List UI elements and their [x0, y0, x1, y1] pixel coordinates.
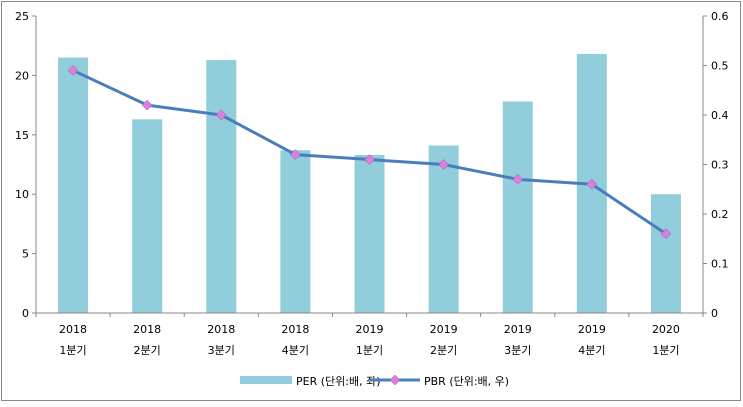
legend: PER (단위:배, 좌) PBR (단위:배, 우) — [240, 374, 509, 388]
x-tick-label-quarter: 1분기 — [652, 344, 679, 357]
x-tick-label-quarter: 2분기 — [430, 344, 457, 357]
pbr-marker — [586, 178, 598, 190]
pbr-marker — [660, 228, 672, 240]
right-tick-label: 0.1 — [711, 258, 729, 271]
left-tick-label: 0 — [22, 307, 29, 320]
legend-per-label: PER (단위:배, 좌) — [296, 375, 381, 388]
left-tick-label: 20 — [15, 69, 29, 82]
x-tick-label-quarter: 1분기 — [356, 344, 383, 357]
per-bar — [58, 57, 89, 313]
legend-per-swatch — [240, 376, 292, 384]
pbr-marker — [141, 99, 153, 111]
pbr-marker — [438, 159, 449, 170]
legend-pbr-marker — [389, 374, 401, 386]
x-tick-label-year: 2019 — [430, 323, 458, 336]
x-tick-label-year: 2019 — [504, 323, 532, 336]
per-bar — [354, 154, 385, 313]
per-bar — [428, 145, 459, 313]
right-tick-label: 0.2 — [711, 208, 729, 221]
x-tick-label-quarter: 2분기 — [134, 344, 161, 357]
x-tick-label-year: 2019 — [578, 323, 606, 336]
per-bar — [206, 59, 237, 314]
right-tick-label: 0.3 — [711, 159, 729, 172]
x-tick-label-year: 2018 — [281, 323, 309, 336]
per-bar — [502, 101, 533, 313]
pbr-marker — [67, 65, 79, 76]
left-tick-label: 15 — [15, 129, 29, 142]
pbr-marker — [364, 154, 375, 165]
right-tick-label: 0.6 — [711, 10, 729, 23]
per-bar — [132, 119, 163, 313]
x-tick-label-quarter: 4분기 — [282, 344, 309, 357]
x-tick-label-year: 2018 — [59, 323, 87, 336]
right-tick-label: 0.4 — [711, 109, 729, 122]
left-tick-label: 25 — [15, 10, 29, 23]
right-tick-label: 0 — [711, 307, 718, 320]
x-tick-label-year: 2018 — [133, 323, 161, 336]
legend-pbr-label: PBR (단위:배, 우) — [424, 375, 509, 388]
pbr-marker — [290, 149, 301, 160]
per-bar — [650, 194, 681, 313]
left-tick-label: 10 — [15, 188, 29, 201]
x-tick-label-quarter: 3분기 — [208, 344, 235, 357]
x-tick-label-year: 2020 — [652, 323, 680, 336]
x-tick-label-quarter: 1분기 — [59, 344, 86, 357]
per-bar — [280, 150, 311, 313]
pbr-marker — [512, 173, 524, 185]
pbr-marker — [215, 109, 227, 121]
x-tick-label-year: 2018 — [207, 323, 235, 336]
right-tick-label: 0.5 — [711, 60, 729, 73]
x-tick-label-year: 2019 — [356, 323, 384, 336]
x-tick-label-quarter: 4분기 — [578, 344, 605, 357]
left-tick-label: 5 — [22, 248, 29, 261]
x-tick-label-quarter: 3분기 — [504, 344, 531, 357]
